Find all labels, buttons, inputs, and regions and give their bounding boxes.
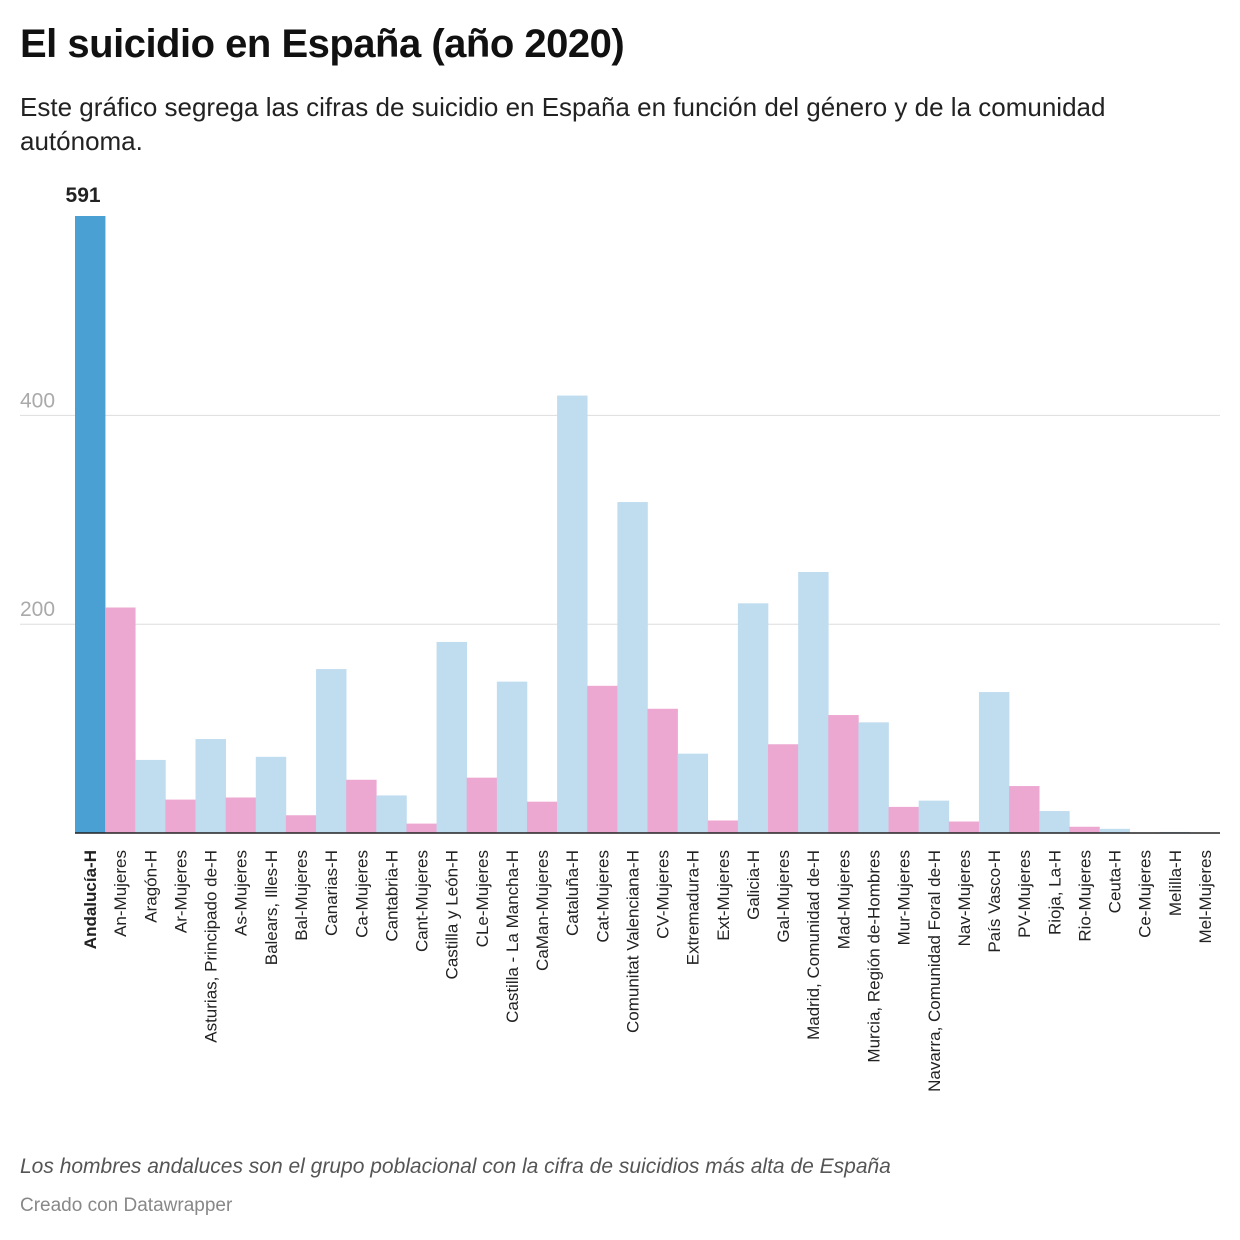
bar[interactable] — [225, 797, 257, 833]
bar[interactable] — [376, 795, 407, 833]
bar[interactable] — [587, 685, 618, 833]
bar[interactable] — [466, 777, 498, 833]
x-category-label: Ca-Mujeres — [352, 850, 371, 938]
x-category-label: Castilla y León-H — [443, 850, 462, 979]
x-category-label: Melilla-H — [1166, 850, 1185, 916]
x-category-label: CLe-Mujeres — [473, 850, 492, 947]
x-category-label: Cantabria-H — [382, 850, 401, 942]
bar[interactable] — [316, 669, 347, 833]
bar[interactable] — [557, 395, 588, 833]
x-category-label: Ar-Mujeres — [171, 850, 190, 933]
bar[interactable] — [195, 739, 226, 833]
x-category-label: Bal-Mujeres — [292, 850, 311, 941]
x-category-label: Murcia, Región de-Hombres — [864, 850, 883, 1063]
bar[interactable] — [888, 806, 919, 833]
bar[interactable] — [436, 641, 468, 833]
bar[interactable] — [707, 820, 739, 833]
bar[interactable] — [677, 753, 709, 833]
bars: 591 — [66, 184, 1191, 833]
bar[interactable] — [75, 216, 106, 833]
bar[interactable] — [526, 801, 558, 833]
category-labels: Andalucía-H An-Mujeres Aragón-H Ar-Mujeres A… — [81, 850, 1215, 1092]
x-category-label: Ceuta-H — [1106, 850, 1125, 913]
x-category-label: Balears, Illes-H — [262, 850, 281, 965]
bar[interactable] — [255, 756, 287, 833]
bar[interactable] — [798, 572, 829, 833]
x-category-label: Canarias-H — [322, 850, 341, 936]
x-category-label: Navarra, Comunidad Foral de-H — [925, 850, 944, 1092]
x-category-label: Nav-Mujeres — [955, 850, 974, 946]
x-category-label: Mel-Mujeres — [1196, 850, 1215, 944]
bar[interactable] — [948, 821, 980, 833]
chart-subtitle: Este gráfico segrega las cifras de suici… — [20, 92, 1106, 156]
x-category-label: Cat-Mujeres — [593, 850, 612, 943]
bar[interactable] — [918, 800, 950, 833]
x-category-label: Comunitat Valenciana-H — [623, 850, 642, 1033]
x-category-label: Rio-Mujeres — [1075, 850, 1094, 942]
x-category-label: Mur-Mujeres — [895, 850, 914, 945]
x-category-label: As-Mujeres — [232, 850, 251, 936]
x-category-label: Rioja, La-H — [1045, 850, 1064, 935]
x-category-label: Ce-Mujeres — [1136, 850, 1155, 938]
bar[interactable] — [1009, 786, 1040, 833]
bar[interactable] — [165, 799, 196, 833]
x-category-label: PV-Mujeres — [1015, 850, 1034, 938]
x-category-label: Madrid, Comunidad de-H — [804, 850, 823, 1040]
bar[interactable] — [737, 603, 769, 833]
y-tick-label: 200 — [20, 598, 55, 621]
bar[interactable] — [768, 744, 799, 833]
x-category-label: Extremadura-H — [684, 850, 703, 965]
x-category-label: An-Mujeres — [111, 850, 130, 937]
x-category-label: CV-Mujeres — [654, 850, 673, 939]
bar[interactable] — [647, 708, 678, 833]
bar[interactable] — [406, 823, 437, 833]
x-category-label: Gal-Mujeres — [774, 850, 793, 943]
bar[interactable] — [1069, 826, 1100, 833]
bar[interactable] — [617, 502, 648, 833]
chart-note: Los hombres andaluces son el grupo pobla… — [20, 1155, 891, 1178]
x-category-label: Mad-Mujeres — [834, 850, 853, 949]
x-category-label: País Vasco-H — [985, 850, 1004, 953]
bar[interactable] — [828, 715, 859, 833]
chart-title: El suicidio en España (año 2020) — [20, 22, 625, 66]
bar[interactable] — [1099, 828, 1130, 833]
x-category-label: Cataluña-H — [563, 850, 582, 936]
bar[interactable] — [105, 607, 136, 833]
bar[interactable] — [978, 692, 1010, 833]
x-category-label: Galicia-H — [744, 850, 763, 920]
x-category-label: Asturias, Principado de-H — [202, 850, 221, 1043]
bar[interactable] — [346, 779, 377, 833]
x-category-label: Cant-Mujeres — [413, 850, 432, 952]
credit-line: Creado con Datawrapper — [20, 1195, 233, 1216]
bar[interactable] — [496, 681, 528, 833]
bar[interactable] — [858, 722, 889, 833]
x-category-label: Castilla - La Mancha-H — [503, 850, 522, 1023]
x-category-label: Aragón-H — [141, 850, 160, 923]
x-category-label: Ext-Mujeres — [714, 850, 733, 941]
bar[interactable] — [135, 759, 166, 833]
x-category-label: Andalucía-H — [81, 850, 100, 949]
bar[interactable] — [1039, 811, 1070, 833]
bar-chart: 200 400 591 Andalucía-H An-Mujeres Aragón-H… — [20, 184, 1220, 1092]
y-tick-label: 400 — [20, 389, 55, 412]
bar[interactable] — [285, 815, 317, 833]
highlight-value-label: 591 — [66, 184, 101, 207]
x-category-label: CaMan-Mujeres — [533, 850, 552, 971]
